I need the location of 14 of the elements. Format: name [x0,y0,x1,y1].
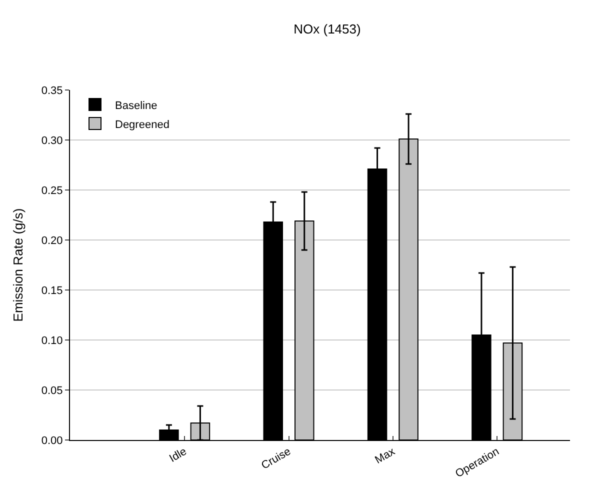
y-tick-label: 0.05 [41,384,63,397]
y-tick-label: 0.00 [41,434,63,447]
legend-label: Baseline [115,100,158,112]
y-tick-label: 0.35 [41,84,63,97]
y-tick-label: 0.20 [41,234,63,247]
x-tick-label: Idle [167,446,189,465]
x-tick-label: Max [373,445,398,466]
y-axis-title: Emission Rate (g/s) [10,208,26,322]
chart-title: NOx (1453) [294,22,361,37]
y-tick-label: 0.15 [41,284,63,297]
y-tick-label: 0.10 [41,334,63,347]
y-tick-label: 0.25 [41,184,63,197]
y-tick-label: 0.30 [41,134,63,147]
legend-label: Degreened [115,118,170,131]
